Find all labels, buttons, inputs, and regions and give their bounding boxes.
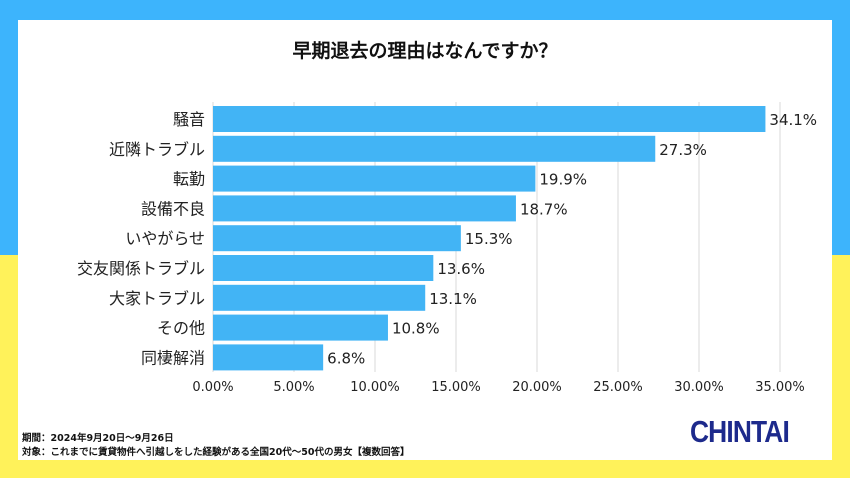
x-tick-label: 20.00% [512,380,562,395]
category-label: 転勤 [173,170,205,189]
bar [213,135,656,162]
category-label: 大家トラブル [109,289,205,308]
x-tick-label: 30.00% [674,380,724,395]
category-label: いやがらせ [125,229,205,248]
chart-title: 早期退去の理由はなんですか？ [292,40,558,62]
x-tick-label: 35.00% [755,380,805,395]
data-label: 34.1% [769,111,817,129]
x-tick-label: 5.00% [273,380,314,395]
category-label: その他 [157,319,205,338]
data-label: 18.7% [520,200,568,218]
data-label: 13.6% [437,260,485,278]
data-label: 19.9% [539,171,587,189]
x-tick-label: 15.00% [431,380,481,395]
bar [213,106,766,132]
survey-period: 期間：2024年9月20日～9月26日 [22,433,174,444]
category-label: 設備不良 [141,199,205,218]
x-tick-label: 0.00% [192,380,233,395]
bar [213,284,426,311]
category-label: 近隣トラブル [109,140,205,159]
data-label: 15.3% [465,230,513,248]
survey-target: 対象：これまでに賃貸物件へ引越しをした経験がある全国20代～50代の男女【複数回… [22,447,410,458]
data-label: 6.8% [327,349,365,367]
x-tick-label: 25.00% [593,380,643,395]
x-tick-label: 10.00% [350,380,400,395]
data-label: 27.3% [659,141,707,159]
bar [213,225,461,252]
bar [213,195,516,222]
bar [213,344,324,371]
data-label: 10.8% [392,320,440,338]
bar [213,255,434,281]
bar [213,165,536,192]
category-label: 交友関係トラブル [77,259,205,278]
data-label: 13.1% [429,290,477,308]
category-label: 騒音 [173,110,205,129]
bar [213,314,388,341]
chintai-logo: CHINTAI [690,414,790,449]
category-label: 同棲解消 [141,348,205,367]
